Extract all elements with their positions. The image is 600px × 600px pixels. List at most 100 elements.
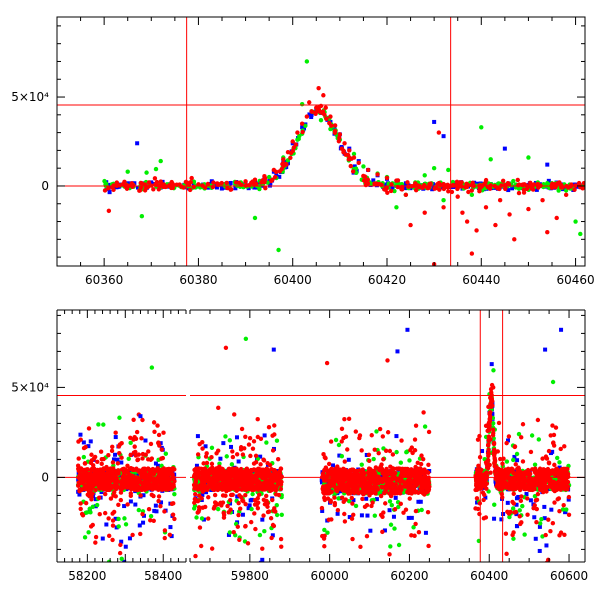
data-point [373,474,379,479]
x-tick-label: 60440 [462,273,500,287]
data-point [573,219,578,224]
data-point [409,467,414,472]
data-point [330,463,335,468]
data-point [323,105,328,110]
data-point [349,516,355,521]
data-point [236,500,241,506]
data-point [425,509,431,515]
data-point [110,460,116,465]
data-point [127,536,132,541]
data-point [115,470,120,476]
data-point [253,453,259,459]
data-point [332,130,338,136]
data-point [327,481,333,486]
data-point [359,448,364,453]
data-point [359,471,364,477]
data-point [367,458,372,464]
data-point [237,537,242,542]
data-point [152,429,157,435]
data-point [380,434,386,439]
data-point [375,172,380,177]
data-point [337,132,343,137]
data-point [260,475,265,481]
data-point [405,489,411,494]
data-point [341,435,346,441]
data-point [336,481,342,486]
data-point [230,454,236,460]
data-point [159,500,164,505]
data-point [272,423,277,428]
data-point [260,557,265,562]
data-point [357,490,362,495]
data-point [261,458,267,463]
data-point [263,476,268,481]
data-point [141,493,146,498]
data-point [572,187,577,192]
data-point [506,438,511,443]
data-point [277,174,282,179]
data-point [393,482,399,487]
data-point [125,480,131,486]
data-point [295,137,300,142]
data-point [86,426,92,431]
x-tick-label: 60400 [274,273,312,287]
data-point [191,184,196,190]
data-point [394,205,399,210]
data-point [252,185,257,190]
data-point [122,504,127,509]
data-point [270,522,276,528]
data-point [313,111,318,117]
data-point [156,498,161,504]
data-point [497,197,503,203]
data-point [260,178,265,183]
data-point [252,177,258,182]
data-point [332,502,338,508]
data-point [192,471,198,477]
data-point [189,175,194,181]
data-point [116,516,121,522]
data-point [89,452,94,457]
data-point [162,535,167,541]
data-point [344,472,349,478]
data-point [413,508,419,514]
data-point [534,187,539,192]
data-point [273,492,279,497]
data-point [139,214,145,219]
data-point [102,510,108,516]
data-point [300,129,305,135]
data-point [243,434,248,439]
data-point [226,532,231,537]
data-point [229,187,234,192]
data-point [192,486,197,491]
data-point [361,477,367,482]
data-point [316,85,321,91]
data-point [402,483,407,488]
data-point [512,237,517,242]
data-point [530,187,536,192]
data-point [169,534,174,539]
data-point [110,523,116,528]
data-point [205,181,211,187]
data-point [203,504,208,510]
data-point [545,162,550,167]
data-point [163,451,169,456]
data-point [197,525,203,530]
data-point [455,194,460,199]
data-point [196,509,201,514]
data-point [383,488,388,494]
data-point [422,492,427,497]
data-point [381,457,386,462]
data-point [388,544,393,549]
data-point [413,181,418,186]
data-point [97,511,102,517]
data-point [358,544,363,550]
data-point [149,456,155,461]
data-point [110,471,115,477]
data-point [353,503,359,509]
data-point [369,503,374,509]
data-point [106,533,112,539]
x-tick-label: 58200 [68,569,106,583]
data-point [387,491,392,496]
data-point [100,536,105,541]
data-point [108,496,114,501]
